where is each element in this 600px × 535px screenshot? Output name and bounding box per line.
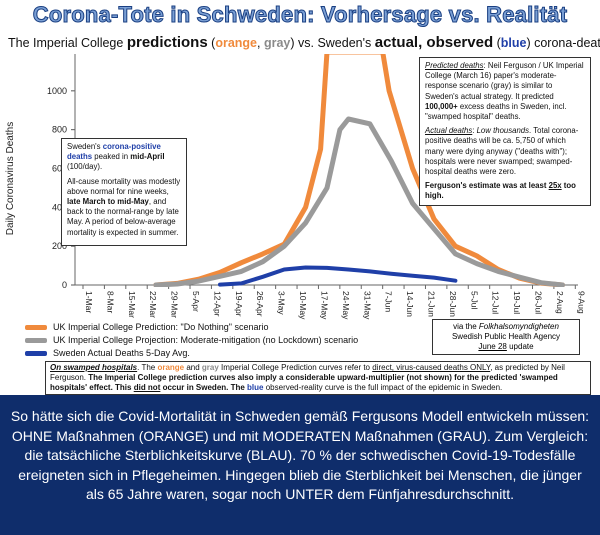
- swamped-hospitals-note: On swamped hospitals. The orange and gra…: [45, 361, 591, 395]
- x-tick-label: 17-May: [319, 291, 329, 320]
- legend-swatch-blue: [25, 350, 47, 356]
- x-tick-label: 26-Jul: [533, 291, 543, 314]
- x-tick-label: 22-Mar: [148, 291, 158, 318]
- predicted-vs-actual-note: Predicted deaths: Neil Ferguson / UK Imp…: [419, 57, 591, 206]
- caption-text: So hätte sich die Covid-Mortalität in Sc…: [10, 408, 590, 502]
- legend-label: UK Imperial College Projection: Moderate…: [53, 335, 359, 345]
- series-line-0: [153, 54, 565, 287]
- legend-label: Sweden Actual Deaths 5-Day Avg.: [53, 348, 190, 358]
- x-tick-label: 21-Jun: [426, 291, 436, 317]
- y-tick-label: 400: [52, 202, 67, 212]
- line-chart: 0 200 400 600 800 1000 Daily Coronavirus Death…: [5, 54, 586, 320]
- legend-entry-actual: Sweden Actual Deaths 5-Day Avg.: [25, 347, 358, 359]
- x-tick-label: 14-Jun: [405, 291, 415, 317]
- y-axis-label: Daily Coronavirus Deaths: [5, 122, 16, 235]
- series-line-2: [218, 265, 458, 287]
- x-tick-label: 1-Mar: [84, 291, 94, 313]
- x-tick-label: 10-May: [298, 291, 308, 320]
- x-tick-label: 19-Apr: [234, 291, 244, 317]
- x-tick-label: 8-Mar: [105, 291, 115, 313]
- x-tick-label: 28-Jun: [448, 291, 458, 317]
- y-tick-label: 1000: [47, 86, 67, 96]
- x-tick-label: 19-Jul: [512, 291, 522, 314]
- x-tick-label: 29-Mar: [170, 291, 180, 318]
- chart-panel: Corona-Tote in Schweden: Vorhersage vs. …: [0, 0, 600, 397]
- legend-entry-do-nothing: UK Imperial College Prediction: "Do Noth…: [25, 321, 358, 333]
- legend-entry-moderate: UK Imperial College Projection: Moderate…: [25, 334, 358, 346]
- legend-label: UK Imperial College Prediction: "Do Noth…: [53, 322, 269, 332]
- y-tick-label: 800: [52, 125, 67, 135]
- y-tick-label: 600: [52, 164, 67, 174]
- x-tick-label: 2-Aug: [555, 291, 565, 314]
- chart-subtitle: The Imperial College predictions (orange…: [8, 34, 600, 51]
- x-tick-label: 26-Apr: [255, 291, 265, 317]
- x-tick-label: 31-May: [362, 291, 372, 320]
- y-tick-label: 0: [62, 280, 67, 290]
- x-tick-label: 24-May: [341, 291, 351, 320]
- legend-swatch-gray: [25, 337, 47, 343]
- x-tick-label: 15-Mar: [127, 291, 137, 318]
- sweden-peak-note: Sweden's corona-positive deaths peaked i…: [61, 138, 187, 246]
- chart-title: Corona-Tote in Schweden: Vorhersage vs. …: [32, 2, 568, 28]
- source-box: via the Folkhalsomyndigheten Swedish Pub…: [432, 319, 580, 355]
- series-line-1: [153, 116, 565, 287]
- legend-swatch-orange: [25, 324, 47, 330]
- x-tick-label: 3-May: [277, 291, 287, 315]
- y-tick-label: 200: [52, 241, 67, 251]
- x-tick-label: 12-Jul: [491, 291, 501, 314]
- x-tick-label: 5-Apr: [191, 291, 201, 312]
- x-tick-label: 5-Jul: [469, 291, 479, 310]
- x-tick-label: 7-Jun: [384, 291, 394, 313]
- x-tick-label: 9-Aug: [576, 291, 586, 314]
- x-tick-label: 12-Apr: [212, 291, 222, 317]
- chart-legend: UK Imperial College Prediction: "Do Noth…: [25, 321, 358, 360]
